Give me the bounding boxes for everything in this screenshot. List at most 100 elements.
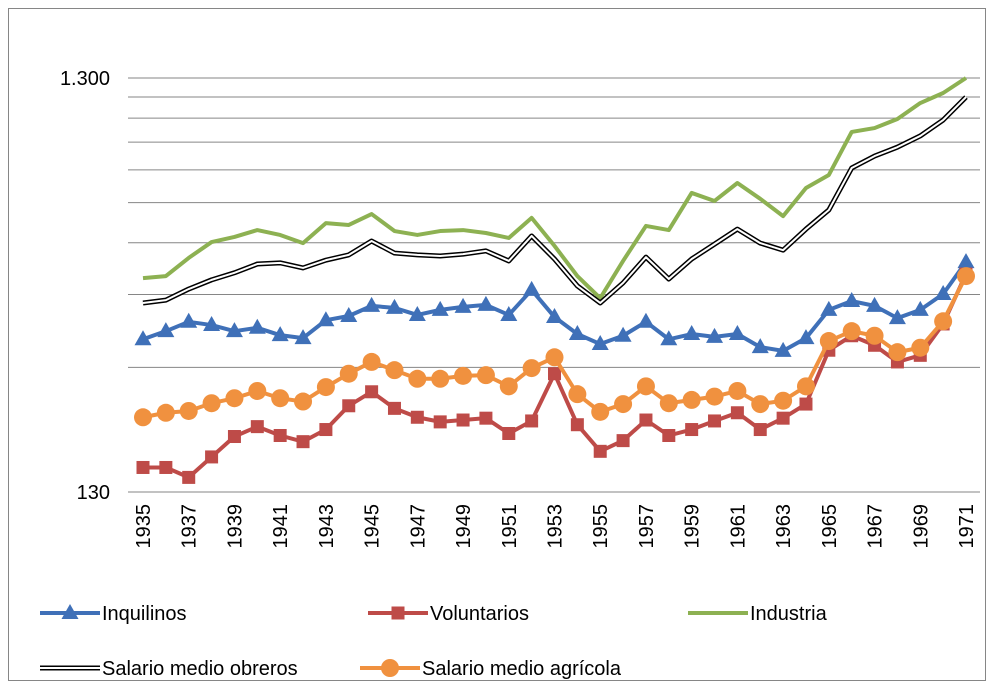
legend-item: Salario medio agrícola xyxy=(360,658,622,680)
marker xyxy=(502,426,516,440)
x-tick-label: 1957 xyxy=(636,504,658,549)
x-tick-label: 1963 xyxy=(773,504,795,549)
marker xyxy=(660,330,678,346)
marker xyxy=(319,423,333,437)
marker xyxy=(294,329,312,345)
marker xyxy=(523,280,541,296)
marker xyxy=(662,428,676,442)
marker xyxy=(637,312,655,328)
marker xyxy=(159,460,173,474)
marker xyxy=(271,326,289,342)
marker xyxy=(225,322,243,338)
x-tick-label: 1937 xyxy=(179,504,201,549)
marker xyxy=(408,305,426,321)
marker xyxy=(616,434,630,448)
x-tick-label: 1959 xyxy=(682,504,704,549)
marker xyxy=(431,369,450,388)
marker xyxy=(706,327,724,343)
marker xyxy=(157,322,175,338)
marker xyxy=(134,330,152,346)
marker xyxy=(843,292,861,308)
series-line-inner xyxy=(142,96,967,304)
marker xyxy=(454,366,473,385)
marker xyxy=(179,401,198,420)
marker xyxy=(866,296,884,312)
marker xyxy=(614,395,633,414)
x-tick-label: 1971 xyxy=(956,504,978,549)
marker xyxy=(294,392,313,411)
marker xyxy=(271,389,290,408)
marker xyxy=(362,352,381,371)
marker xyxy=(225,389,244,408)
legend-item: Salario medio obreros xyxy=(40,658,298,680)
marker xyxy=(774,391,793,410)
marker xyxy=(570,418,584,432)
marker xyxy=(273,428,287,442)
marker xyxy=(797,329,815,345)
marker xyxy=(776,411,790,425)
x-tick-label: 1943 xyxy=(316,504,338,549)
marker xyxy=(342,399,356,413)
x-tick-label: 1945 xyxy=(362,504,384,549)
marker xyxy=(522,359,541,378)
marker xyxy=(934,285,952,301)
y-tick-label: 1.300 xyxy=(60,68,110,90)
legend-marker xyxy=(381,659,399,677)
marker xyxy=(708,414,722,428)
marker xyxy=(316,378,335,397)
marker xyxy=(317,311,335,327)
marker xyxy=(796,377,815,396)
marker xyxy=(365,385,379,399)
x-tick-label: 1949 xyxy=(453,504,475,549)
legend-label: Inquilinos xyxy=(102,603,187,625)
marker xyxy=(774,341,792,357)
marker xyxy=(548,367,561,381)
marker xyxy=(934,312,953,331)
marker xyxy=(636,377,655,396)
marker xyxy=(614,326,632,342)
marker xyxy=(639,413,653,427)
marker xyxy=(888,343,907,362)
x-tick-label: 1947 xyxy=(407,504,429,549)
y-tick-label: 130 xyxy=(77,482,110,504)
x-tick-label: 1969 xyxy=(910,504,932,549)
marker xyxy=(865,326,884,345)
marker xyxy=(363,296,381,312)
marker xyxy=(476,366,495,385)
legend-item: Inquilinos xyxy=(40,603,187,625)
x-tick-label: 1953 xyxy=(545,504,567,549)
marker xyxy=(431,300,449,316)
legend-item: Voluntarios xyxy=(368,603,529,625)
marker xyxy=(682,390,701,409)
marker xyxy=(911,338,930,357)
marker xyxy=(340,306,358,322)
legend-item: Industria xyxy=(688,603,828,625)
x-tick-label: 1935 xyxy=(133,504,155,549)
legend-marker xyxy=(61,604,79,619)
marker xyxy=(751,395,770,414)
marker xyxy=(819,332,838,351)
marker xyxy=(339,364,358,383)
marker xyxy=(705,387,724,406)
marker xyxy=(568,385,587,404)
marker xyxy=(659,394,678,413)
marker xyxy=(685,423,699,437)
marker xyxy=(387,401,401,415)
marker xyxy=(248,381,267,400)
marker xyxy=(957,253,975,269)
marker xyxy=(728,381,747,400)
x-tick-label: 1955 xyxy=(590,504,612,549)
marker xyxy=(593,444,607,458)
legend-label: Industria xyxy=(750,603,828,625)
marker xyxy=(454,297,472,313)
x-tick-label: 1939 xyxy=(224,504,246,549)
legend-label: Salario medio obreros xyxy=(102,658,298,680)
marker xyxy=(842,322,861,341)
marker xyxy=(408,369,427,388)
marker xyxy=(546,308,563,324)
marker xyxy=(591,402,610,421)
marker xyxy=(385,298,403,314)
marker xyxy=(751,338,769,354)
marker xyxy=(479,411,493,425)
